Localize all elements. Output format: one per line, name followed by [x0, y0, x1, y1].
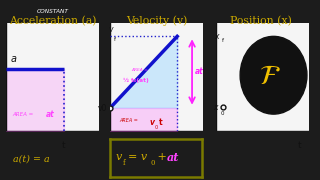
Text: at: at — [167, 152, 179, 163]
Text: v0: v0 — [97, 104, 107, 113]
Text: t: t — [173, 141, 177, 150]
Text: 0: 0 — [155, 125, 158, 130]
Circle shape — [240, 36, 307, 114]
Text: x: x — [213, 103, 218, 112]
Text: f: f — [123, 159, 125, 167]
Text: Velocity (v): Velocity (v) — [126, 15, 188, 26]
Text: $\mathcal{F}$: $\mathcal{F}$ — [259, 62, 281, 90]
Text: a: a — [11, 54, 17, 64]
Text: t: t — [159, 118, 162, 127]
Text: AREA =: AREA = — [12, 112, 35, 117]
Text: t: t — [298, 141, 301, 150]
Text: x: x — [214, 32, 219, 41]
Text: AREA =: AREA = — [120, 118, 140, 123]
Text: v: v — [149, 118, 154, 127]
Text: f: f — [114, 37, 116, 42]
Text: AREA =: AREA = — [131, 68, 148, 72]
Text: a(t) = a: a(t) = a — [13, 155, 49, 164]
Text: Acceleration (a): Acceleration (a) — [9, 15, 97, 26]
Text: f: f — [222, 38, 224, 43]
Text: CONSTANT: CONSTANT — [37, 9, 69, 14]
Text: t: t — [62, 141, 66, 150]
Text: +: + — [154, 152, 167, 162]
Text: ½ t₀(at): ½ t₀(at) — [124, 78, 149, 83]
Text: 0: 0 — [221, 111, 225, 116]
Text: v: v — [116, 152, 122, 162]
Text: 0: 0 — [151, 159, 156, 167]
Text: = v: = v — [128, 152, 147, 162]
Text: at: at — [195, 68, 204, 76]
Text: v: v — [108, 25, 113, 34]
Text: Position (x): Position (x) — [230, 15, 292, 26]
Text: at: at — [46, 110, 55, 119]
